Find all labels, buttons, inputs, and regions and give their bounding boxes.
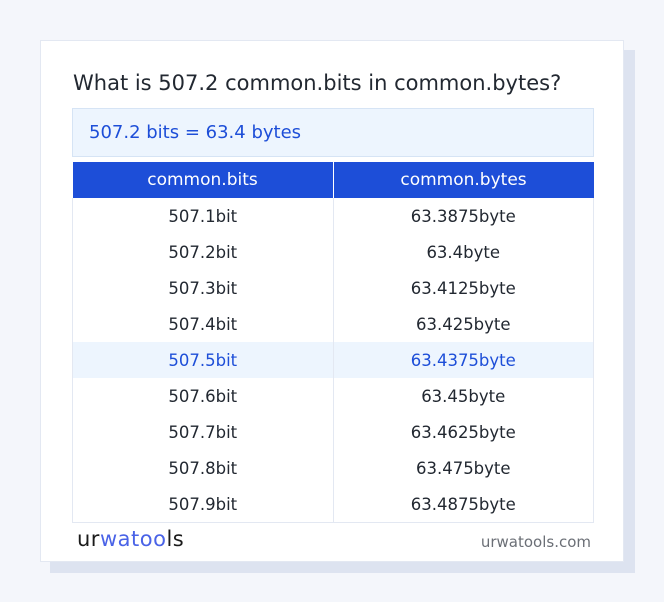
bytes-cell: 63.4125byte	[332, 270, 594, 306]
conversion-result: 507.2 bits = 63.4 bytes	[72, 108, 594, 157]
logo-text: ur	[77, 527, 100, 551]
logo-text: ls	[166, 527, 185, 551]
bits-cell: 507.8bit	[72, 450, 334, 486]
bits-cell: 507.9bit	[72, 486, 334, 523]
conversion-table: common.bits common.bytes 507.1bit 63.3875…	[72, 162, 594, 523]
bits-cell: 507.6bit	[72, 378, 334, 414]
table-row: 507.6bit 63.45byte	[72, 378, 594, 414]
bits-cell: 507.7bit	[72, 414, 334, 450]
bits-cell: 507.5bit	[72, 342, 334, 378]
table-row: 507.3bit 63.4125byte	[72, 270, 594, 306]
site-link[interactable]: urwatools.com	[480, 533, 591, 551]
table-row: 507.1bit 63.3875byte	[72, 198, 594, 234]
bytes-cell: 63.4375byte	[332, 342, 594, 378]
bytes-cell: 63.4625byte	[332, 414, 594, 450]
bytes-cell: 63.3875byte	[332, 198, 594, 234]
page-title: What is 507.2 common.bits in common.byte…	[73, 71, 562, 95]
bits-cell: 507.4bit	[72, 306, 334, 342]
column-header-bits: common.bits	[72, 162, 333, 198]
conversion-card: What is 507.2 common.bits in common.byte…	[40, 40, 624, 562]
bytes-cell: 63.4byte	[332, 234, 594, 270]
logo-text: wat	[99, 527, 140, 551]
logo-text: oo	[139, 527, 167, 551]
table-row: 507.7bit 63.4625byte	[72, 414, 594, 450]
bytes-cell: 63.4875byte	[332, 486, 594, 523]
table-row: 507.5bit 63.4375byte	[72, 342, 594, 378]
bits-cell: 507.3bit	[72, 270, 334, 306]
bytes-cell: 63.425byte	[332, 306, 594, 342]
table-row: 507.4bit 63.425byte	[72, 306, 594, 342]
table-row: 507.2bit 63.4byte	[72, 234, 594, 270]
bytes-cell: 63.45byte	[332, 378, 594, 414]
bits-cell: 507.2bit	[72, 234, 334, 270]
bytes-cell: 63.475byte	[332, 450, 594, 486]
bits-cell: 507.1bit	[72, 198, 334, 234]
table-row: 507.9bit 63.4875byte	[72, 486, 594, 523]
column-header-bytes: common.bytes	[332, 162, 594, 198]
urwatools-logo[interactable]: urwatools	[77, 527, 184, 551]
table-row: 507.8bit 63.475byte	[72, 450, 594, 486]
